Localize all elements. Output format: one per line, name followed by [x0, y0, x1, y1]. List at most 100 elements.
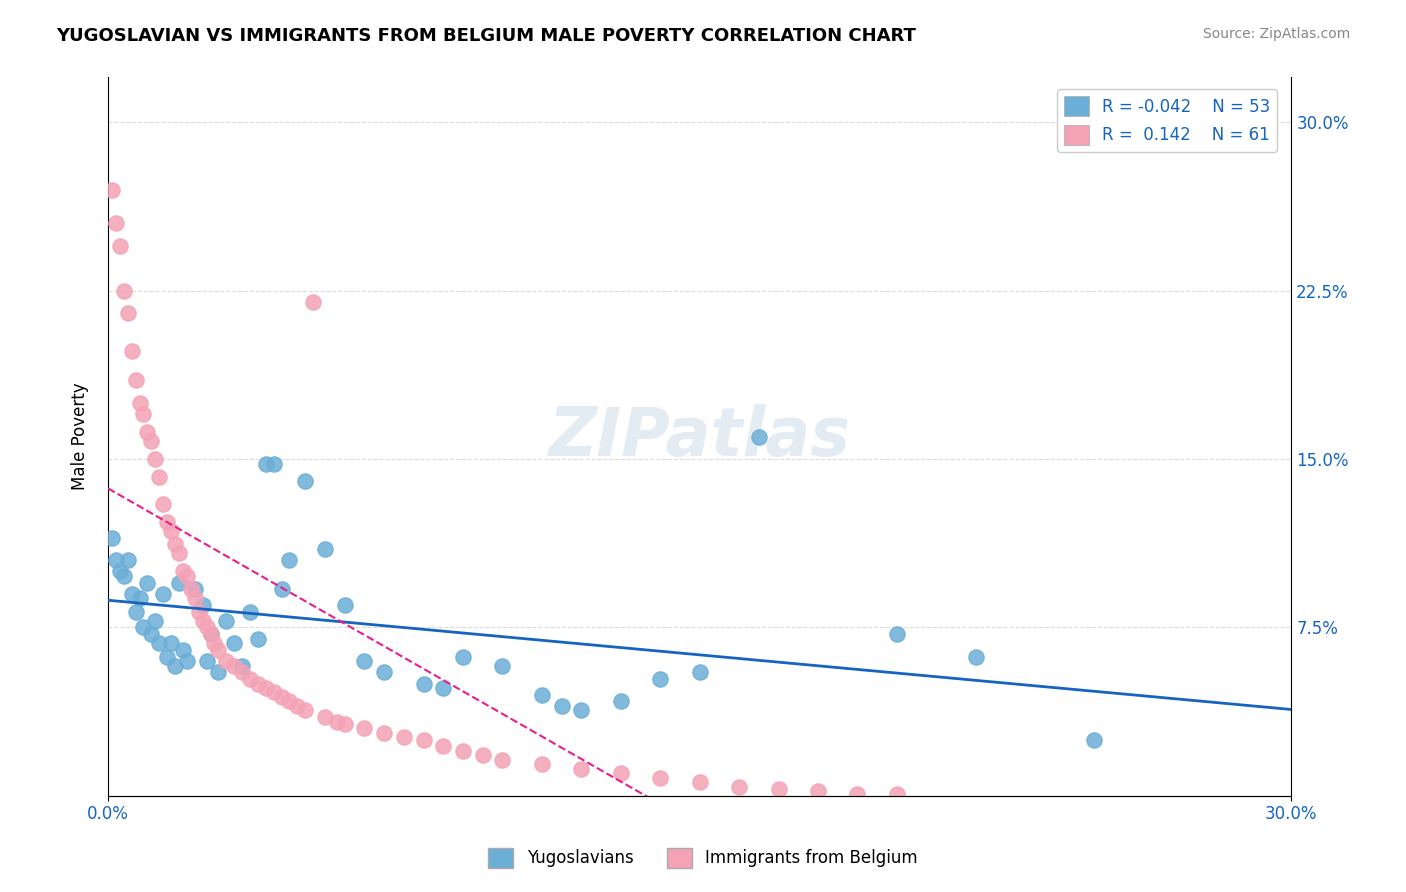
Point: [270, 690, 292, 704]
Point: [141, 434, 163, 448]
Point: [215, 614, 238, 628]
Point: [224, 636, 246, 650]
Text: YUGOSLAVIAN VS IMMIGRANTS FROM BELGIUM MALE POVERTY CORRELATION CHART: YUGOSLAVIAN VS IMMIGRANTS FROM BELGIUM M…: [56, 27, 917, 45]
Point: [108, 564, 131, 578]
Point: [231, 665, 253, 680]
Point: [294, 475, 316, 489]
Point: [143, 614, 166, 628]
Point: [195, 654, 218, 668]
Point: [650, 771, 672, 785]
Point: [412, 676, 434, 690]
Point: [412, 732, 434, 747]
Point: [207, 643, 229, 657]
Point: [353, 654, 375, 668]
Point: [768, 782, 790, 797]
Point: [200, 627, 222, 641]
Point: [491, 658, 513, 673]
Point: [471, 748, 494, 763]
Point: [176, 568, 198, 582]
Point: [128, 591, 150, 606]
Point: [610, 766, 633, 780]
Point: [180, 582, 202, 597]
Point: [314, 541, 336, 556]
Point: [326, 714, 349, 729]
Point: [491, 753, 513, 767]
Point: [263, 457, 285, 471]
Point: [136, 425, 159, 439]
Point: [172, 643, 194, 657]
Point: [432, 681, 454, 695]
Point: [373, 726, 395, 740]
Point: [152, 497, 174, 511]
Point: [246, 632, 269, 646]
Point: [148, 470, 170, 484]
Point: [112, 568, 135, 582]
Point: [163, 537, 186, 551]
Point: [141, 627, 163, 641]
Point: [104, 216, 127, 230]
Point: [610, 694, 633, 708]
Point: [314, 710, 336, 724]
Point: [530, 688, 553, 702]
Point: [886, 627, 908, 641]
Point: [451, 744, 474, 758]
Point: [184, 591, 207, 606]
Point: [128, 396, 150, 410]
Text: Source: ZipAtlas.com: Source: ZipAtlas.com: [1202, 27, 1350, 41]
Point: [239, 605, 262, 619]
Point: [278, 694, 301, 708]
Point: [121, 344, 143, 359]
Point: [163, 658, 186, 673]
Point: [132, 407, 155, 421]
Point: [689, 775, 711, 789]
Point: [728, 780, 751, 794]
Point: [108, 239, 131, 253]
Point: [207, 665, 229, 680]
Point: [156, 649, 179, 664]
Point: [143, 452, 166, 467]
Y-axis label: Male Poverty: Male Poverty: [72, 383, 89, 491]
Point: [432, 739, 454, 754]
Point: [965, 649, 987, 664]
Point: [204, 636, 226, 650]
Point: [231, 658, 253, 673]
Point: [101, 531, 124, 545]
Point: [176, 654, 198, 668]
Point: [451, 649, 474, 664]
Point: [117, 553, 139, 567]
Point: [550, 698, 572, 713]
Point: [246, 676, 269, 690]
Point: [807, 784, 830, 798]
Point: [846, 787, 869, 801]
Point: [124, 605, 146, 619]
Point: [650, 672, 672, 686]
Point: [132, 620, 155, 634]
Point: [184, 582, 207, 597]
Point: [112, 284, 135, 298]
Point: [689, 665, 711, 680]
Point: [121, 587, 143, 601]
Point: [152, 587, 174, 601]
Point: [160, 636, 183, 650]
Point: [263, 685, 285, 699]
Point: [136, 575, 159, 590]
Legend: R = -0.042    N = 53, R =  0.142    N = 61: R = -0.042 N = 53, R = 0.142 N = 61: [1057, 89, 1277, 152]
Point: [254, 681, 277, 695]
Point: [191, 614, 214, 628]
Point: [117, 306, 139, 320]
Point: [200, 627, 222, 641]
Point: [373, 665, 395, 680]
Point: [191, 598, 214, 612]
Point: [254, 457, 277, 471]
Point: [302, 294, 325, 309]
Point: [886, 787, 908, 801]
Point: [333, 717, 356, 731]
Point: [294, 703, 316, 717]
Point: [167, 546, 190, 560]
Point: [333, 598, 356, 612]
Point: [195, 620, 218, 634]
Point: [530, 757, 553, 772]
Point: [569, 762, 592, 776]
Point: [104, 553, 127, 567]
Text: ZIPatlas: ZIPatlas: [548, 403, 851, 469]
